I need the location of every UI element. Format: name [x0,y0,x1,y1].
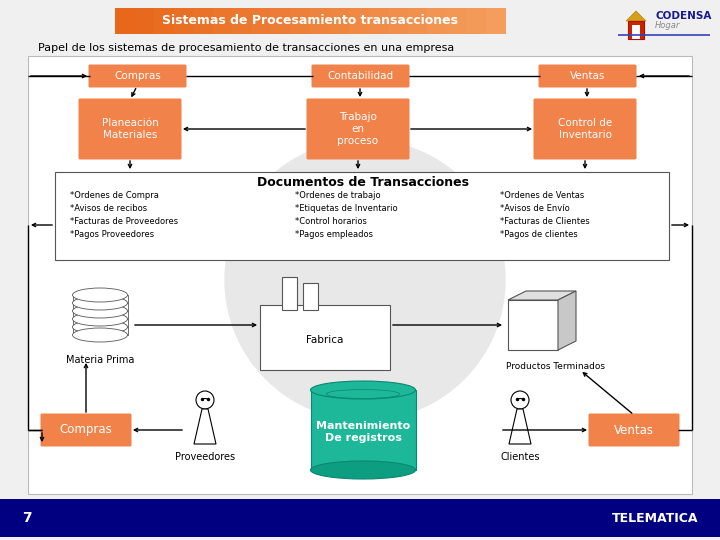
Bar [135,8,155,34]
FancyBboxPatch shape [628,21,644,39]
Bar [282,277,297,310]
Text: Control de
Inventario: Control de Inventario [558,118,612,140]
FancyBboxPatch shape [40,414,132,447]
Bar [369,8,389,34]
Text: Ventas: Ventas [614,423,654,436]
Bar [28,56,692,494]
Bar [115,8,135,34]
Text: *Ordenes de trabajo
*Etiquetas de Inventario
*Control horarios
*Pagos empleados: *Ordenes de trabajo *Etiquetas de Invent… [295,191,397,239]
Text: Compras: Compras [60,423,112,436]
Ellipse shape [73,288,127,302]
Text: Fabrica: Fabrica [306,335,343,345]
Text: Hogar: Hogar [655,22,680,30]
Polygon shape [558,291,576,350]
Circle shape [225,140,505,420]
Circle shape [196,391,214,409]
FancyBboxPatch shape [534,98,636,159]
Circle shape [511,391,529,409]
Polygon shape [194,409,216,444]
Text: Papel de los sistemas de procesamiento de transacciones en una empresa: Papel de los sistemas de procesamiento d… [38,43,454,53]
Text: Productos Terminados: Productos Terminados [505,362,605,371]
Bar [251,8,271,34]
Text: Trabajo
en
proceso: Trabajo en proceso [338,112,379,146]
Bar [427,8,447,34]
Bar [260,305,390,370]
Ellipse shape [73,312,127,326]
Bar [632,25,640,39]
Text: 7: 7 [22,511,32,525]
Bar [290,8,310,34]
Bar [466,8,486,34]
FancyBboxPatch shape [588,414,680,447]
Text: Proveedores: Proveedores [175,452,235,462]
Polygon shape [626,11,646,21]
Bar [154,8,174,34]
Bar [73,319,128,327]
Polygon shape [509,409,531,444]
Ellipse shape [73,320,127,334]
FancyBboxPatch shape [307,98,410,159]
FancyBboxPatch shape [312,64,410,87]
Bar [408,8,428,34]
Bar [311,390,416,470]
Bar [310,8,330,34]
Ellipse shape [310,461,415,479]
Polygon shape [508,291,576,300]
Bar [193,8,213,34]
Bar [349,8,369,34]
Bar [330,8,349,34]
Text: Planeación
Materiales: Planeación Materiales [102,118,158,140]
Ellipse shape [73,296,127,310]
Text: CODENSA: CODENSA [655,11,711,21]
Text: Materia Prima: Materia Prima [66,355,134,365]
Bar [508,300,558,350]
Bar [73,311,128,319]
Text: *Ordenes de Compra
*Avisos de recibos
*Facturas de Proveedores
*Pagos Proveedore: *Ordenes de Compra *Avisos de recibos *F… [70,191,178,239]
Bar [174,8,194,34]
FancyBboxPatch shape [539,64,636,87]
Bar [271,8,291,34]
Text: Clientes: Clientes [500,452,540,462]
Bar [0,499,720,537]
Text: *Ordenes de Ventas
*Avisos de Envío
*Facturas de Clientes
*Pagos de clientes: *Ordenes de Ventas *Avisos de Envío *Fac… [500,191,590,239]
Bar [303,283,318,310]
Text: Mantenimiento
De registros: Mantenimiento De registros [316,421,410,443]
Ellipse shape [73,328,127,342]
Bar [212,8,233,34]
FancyBboxPatch shape [78,98,181,159]
Text: Contabilidad: Contabilidad [328,71,394,81]
Bar [388,8,408,34]
FancyBboxPatch shape [89,64,186,87]
Text: TELEMATICA: TELEMATICA [611,511,698,524]
Bar [485,8,505,34]
Bar [73,295,128,303]
Bar [73,303,128,311]
Text: Compras: Compras [114,71,161,81]
Ellipse shape [73,304,127,318]
Text: Sistemas de Procesamiento transacciones: Sistemas de Procesamiento transacciones [162,15,458,28]
Bar [446,8,467,34]
Ellipse shape [310,381,415,399]
Bar [73,327,128,335]
Bar [232,8,252,34]
Bar [55,172,669,260]
Text: Ventas: Ventas [570,71,606,81]
Text: Documentos de Transacciones: Documentos de Transacciones [257,176,469,188]
